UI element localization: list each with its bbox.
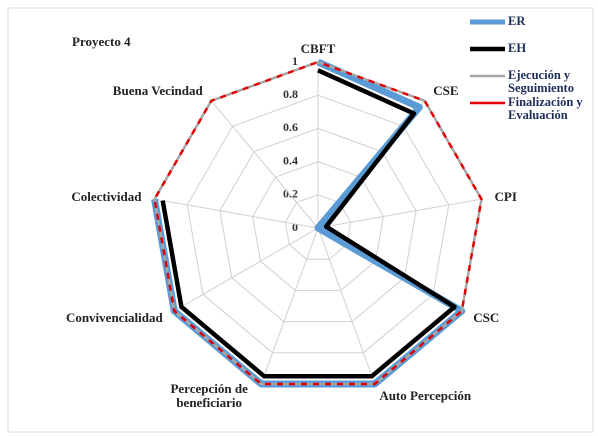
series-line — [153, 60, 483, 386]
category-label: Auto Percepción — [379, 388, 472, 404]
r-tick-label: 1 — [292, 54, 298, 68]
category-label: CPI — [494, 188, 517, 204]
spoke — [317, 227, 376, 385]
r-tick-label: 0 — [292, 220, 298, 234]
category-label: Convivencialidad — [65, 309, 163, 325]
category-label: CSE — [433, 82, 459, 98]
category-label: CBFT — [300, 40, 336, 56]
category-label: Colectividad — [71, 188, 142, 204]
spoke — [173, 227, 319, 312]
chart-title: Proyecto 4 — [72, 34, 131, 49]
r-tick-label: 0.6 — [283, 120, 298, 134]
category-label: Percepción de beneficiario — [170, 381, 248, 411]
spoke — [154, 198, 319, 229]
grid-ring — [186, 94, 450, 354]
series-line — [160, 68, 457, 379]
legend-label: EH — [508, 41, 527, 55]
r-tick-label: 0.8 — [283, 87, 298, 101]
grid-ring — [252, 161, 384, 291]
spoke — [260, 227, 319, 385]
grid-ring — [284, 194, 352, 260]
category-label: Buena Vecindad — [112, 82, 203, 98]
spoke — [317, 198, 482, 229]
legend-label: ER — [508, 14, 526, 28]
category-label: CSC — [473, 309, 500, 325]
series-line — [153, 60, 483, 386]
spoke — [210, 100, 319, 229]
r-tick-label: 0.4 — [283, 153, 298, 167]
chart-border — [7, 7, 594, 433]
grid-ring — [219, 127, 417, 323]
legend-label: Ejecución y Seguimiento — [508, 68, 574, 95]
legend-label: Finalización y Evaluación — [508, 95, 583, 122]
